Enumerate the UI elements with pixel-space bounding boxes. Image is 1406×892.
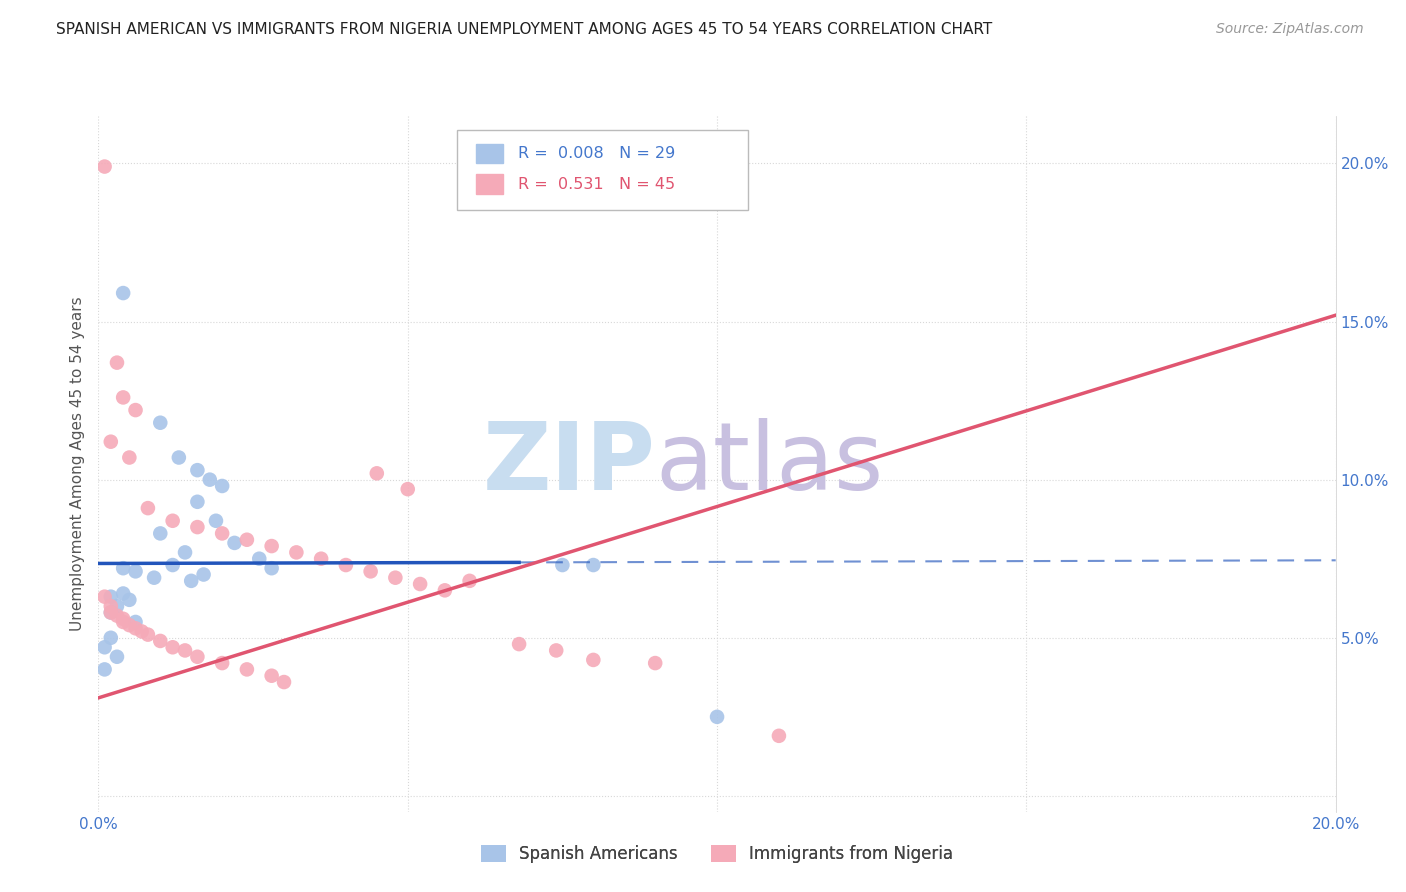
Text: ZIP: ZIP (482, 417, 655, 510)
Point (768, 729, 790, 743)
Point (93, 590, 115, 604)
Point (93, 640, 115, 655)
Point (136, 627, 159, 641)
Point (124, 403, 146, 417)
Text: R =  0.531   N = 45: R = 0.531 N = 45 (517, 177, 675, 192)
Point (100, 599, 122, 614)
Point (309, 551, 332, 566)
Point (174, 643, 197, 657)
Point (260, 669, 283, 683)
Point (260, 561, 283, 575)
Point (211, 526, 233, 541)
Point (162, 558, 184, 572)
Point (236, 662, 259, 676)
Point (211, 656, 233, 670)
Point (180, 574, 202, 588)
Point (112, 391, 135, 405)
Point (546, 643, 568, 657)
Point (396, 482, 419, 496)
Point (118, 618, 141, 632)
Point (273, 675, 295, 690)
Point (149, 634, 172, 648)
Point (143, 571, 166, 585)
Point (100, 434, 122, 449)
Point (112, 615, 135, 629)
Text: atlas: atlas (655, 417, 883, 510)
Point (433, 583, 456, 598)
Point (93, 662, 115, 676)
Point (335, 558, 357, 572)
Text: SPANISH AMERICAN VS IMMIGRANTS FROM NIGERIA UNEMPLOYMENT AMONG AGES 45 TO 54 YEA: SPANISH AMERICAN VS IMMIGRANTS FROM NIGE… (56, 22, 993, 37)
FancyBboxPatch shape (457, 130, 748, 210)
Point (706, 710, 728, 724)
Legend: Spanish Americans, Immigrants from Nigeria: Spanish Americans, Immigrants from Niger… (474, 838, 960, 870)
Point (366, 467, 388, 481)
Point (551, 558, 574, 572)
Point (100, 631, 122, 645)
Point (186, 649, 208, 664)
Point (236, 533, 259, 547)
Point (149, 526, 172, 541)
Point (105, 649, 128, 664)
Point (112, 561, 135, 575)
Point (186, 463, 208, 477)
Point (644, 656, 666, 670)
Point (100, 606, 122, 620)
Point (162, 514, 184, 528)
Point (118, 450, 141, 465)
Point (285, 545, 308, 559)
Point (224, 536, 246, 550)
Point (100, 590, 122, 604)
Point (136, 501, 159, 516)
Point (186, 520, 208, 534)
Point (131, 624, 153, 639)
Point (211, 479, 233, 493)
Point (205, 514, 228, 528)
Point (582, 558, 605, 572)
Text: Source: ZipAtlas.com: Source: ZipAtlas.com (1216, 22, 1364, 37)
Point (112, 286, 135, 301)
Point (124, 621, 146, 635)
Point (198, 473, 221, 487)
Point (93, 160, 115, 174)
Point (582, 653, 605, 667)
Point (100, 606, 122, 620)
Point (118, 592, 141, 607)
Y-axis label: Unemployment Among Ages 45 to 54 years: Unemployment Among Ages 45 to 54 years (69, 296, 84, 632)
Point (112, 612, 135, 626)
Point (124, 615, 146, 629)
Point (149, 416, 172, 430)
Point (105, 356, 128, 370)
Text: R =  0.008   N = 29: R = 0.008 N = 29 (517, 146, 675, 161)
Point (193, 567, 215, 582)
Point (247, 551, 270, 566)
Point (186, 495, 208, 509)
Bar (475, 175, 503, 194)
Point (167, 450, 190, 465)
Point (360, 565, 382, 579)
Point (174, 545, 197, 559)
Point (124, 565, 146, 579)
Point (260, 539, 283, 553)
Point (458, 574, 481, 588)
Point (112, 586, 135, 600)
Point (105, 599, 128, 614)
Point (384, 571, 406, 585)
Point (162, 640, 184, 655)
Point (409, 577, 432, 591)
Point (508, 637, 530, 651)
Bar (475, 144, 503, 163)
Point (105, 608, 128, 623)
